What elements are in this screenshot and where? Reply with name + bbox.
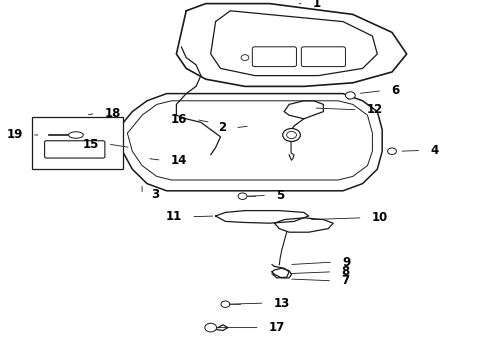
Circle shape <box>388 148 396 154</box>
Text: 14: 14 <box>171 154 187 167</box>
Circle shape <box>241 55 249 60</box>
Circle shape <box>221 301 230 307</box>
Text: 17: 17 <box>269 321 285 334</box>
Polygon shape <box>274 218 333 232</box>
Circle shape <box>283 129 300 141</box>
Circle shape <box>205 323 217 332</box>
Text: 18: 18 <box>104 107 121 120</box>
Polygon shape <box>216 211 309 223</box>
Text: 5: 5 <box>276 189 284 202</box>
Text: 12: 12 <box>367 103 383 116</box>
Text: 1: 1 <box>313 0 321 10</box>
Polygon shape <box>272 268 292 278</box>
Text: 19: 19 <box>7 129 23 141</box>
Text: 11: 11 <box>166 210 182 223</box>
Text: 2: 2 <box>218 121 226 134</box>
Text: 13: 13 <box>273 297 290 310</box>
FancyBboxPatch shape <box>301 47 345 67</box>
Circle shape <box>287 131 296 139</box>
Ellipse shape <box>69 132 83 138</box>
Text: 3: 3 <box>151 188 159 201</box>
Circle shape <box>238 193 247 199</box>
FancyBboxPatch shape <box>45 141 105 158</box>
Text: 7: 7 <box>341 274 349 287</box>
Text: 9: 9 <box>342 256 350 269</box>
Text: 10: 10 <box>371 211 388 224</box>
Text: 4: 4 <box>430 144 439 157</box>
Text: 6: 6 <box>391 84 399 97</box>
FancyBboxPatch shape <box>252 47 296 67</box>
Circle shape <box>345 92 355 99</box>
Bar <box>32 117 122 169</box>
Text: 16: 16 <box>171 113 187 126</box>
Text: 15: 15 <box>83 138 99 150</box>
Text: 8: 8 <box>341 265 349 278</box>
